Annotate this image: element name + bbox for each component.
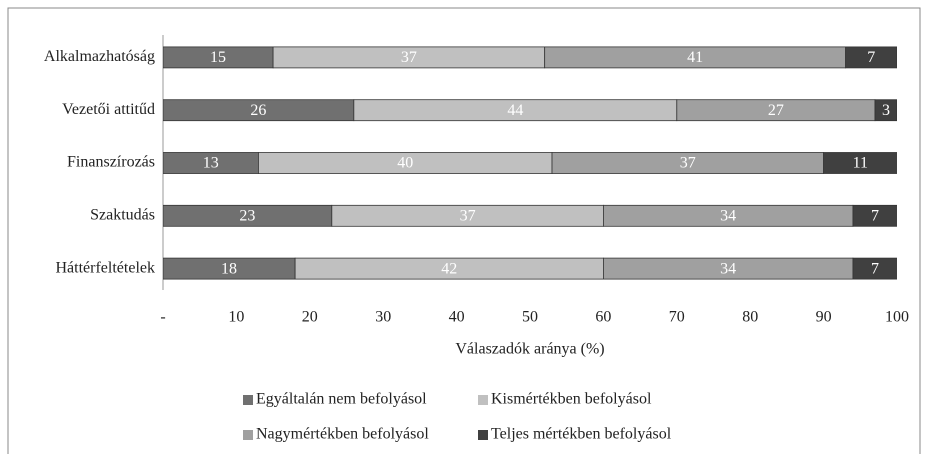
frame <box>7 7 921 454</box>
legend-swatch <box>243 430 253 440</box>
bar-segment <box>852 257 897 280</box>
bars: 15 37 41 7 26 44 27 3 13 40 37 11 23 37 34 7 18 42 34 7 <box>163 46 897 280</box>
data-label: 23 <box>239 207 255 224</box>
data-label: 7 <box>867 49 875 66</box>
data-label: 27 <box>768 102 784 119</box>
y-tick-label: Finanszírozás <box>67 154 155 171</box>
x-tick-label: 10 <box>228 309 244 326</box>
legend-label: Kismértékben befolyásol <box>491 391 652 408</box>
bar-segment <box>852 204 897 227</box>
x-tick-label: 90 <box>816 309 832 326</box>
data-label: 7 <box>871 260 879 277</box>
x-tick-label: 30 <box>375 309 391 326</box>
data-label: 26 <box>250 102 266 119</box>
data-label: 13 <box>203 155 219 172</box>
x-tick-label: 100 <box>885 309 909 326</box>
data-label: 41 <box>687 49 703 66</box>
data-label: 42 <box>441 260 457 277</box>
bar-segment <box>874 99 897 122</box>
legend-swatch <box>243 395 253 405</box>
data-label: 15 <box>210 49 226 66</box>
x-tick-label: 20 <box>302 309 318 326</box>
legend-swatch <box>478 395 488 405</box>
x-tick-label: 70 <box>669 309 685 326</box>
legend-label: Teljes mértékben befolyásol <box>491 426 672 443</box>
bar-segment <box>845 46 897 69</box>
x-tick-label: 60 <box>595 309 611 326</box>
data-label: 18 <box>221 260 237 277</box>
data-label: 37 <box>680 155 696 172</box>
x-tick-label: 40 <box>449 309 465 326</box>
legend-label: Nagymértékben befolyásol <box>256 426 429 443</box>
data-label: 34 <box>720 260 736 277</box>
data-label: 11 <box>853 155 868 172</box>
y-tick-label: Háttérfeltételek <box>56 259 156 276</box>
legend-label: Egyáltalán nem befolyásol <box>256 391 427 408</box>
y-tick-label: Alkalmazhatóság <box>44 48 155 65</box>
data-label: 40 <box>397 155 413 172</box>
data-label: 3 <box>882 102 890 119</box>
x-tick-label: 80 <box>742 309 758 326</box>
x-tick-label: - <box>160 309 165 326</box>
bar-segment <box>823 152 897 174</box>
data-label: 44 <box>507 102 523 119</box>
x-tick-label: 50 <box>522 309 538 326</box>
data-label: 7 <box>871 207 879 224</box>
data-label: 37 <box>401 49 417 66</box>
y-tick-label: Vezetői attitűd <box>62 101 155 118</box>
data-label: 37 <box>460 207 476 224</box>
x-axis-title: Válaszadók aránya (%) <box>455 341 604 358</box>
data-label: 34 <box>720 207 736 224</box>
legend-swatch <box>478 430 488 440</box>
y-tick-label: Szaktudás <box>90 206 155 223</box>
